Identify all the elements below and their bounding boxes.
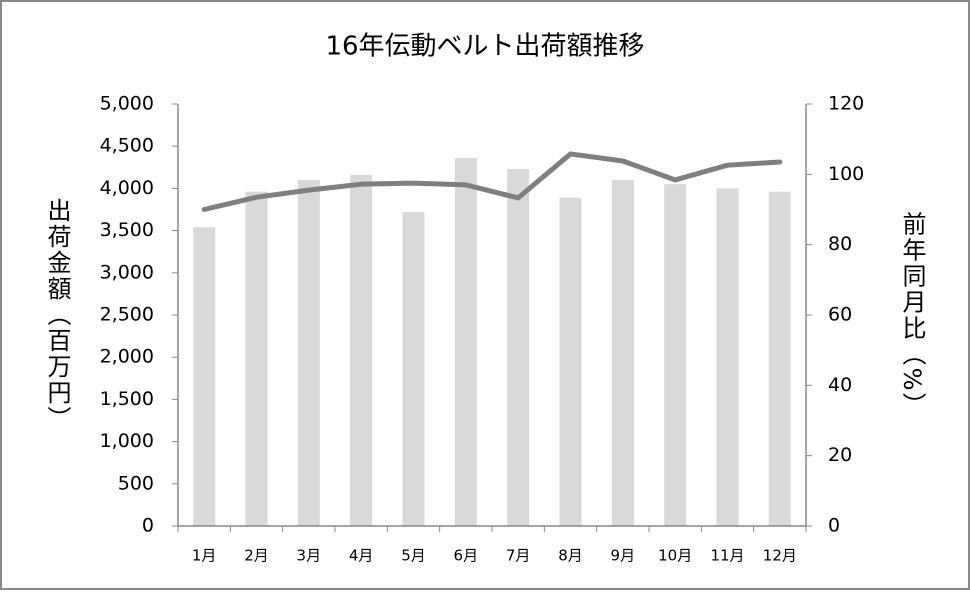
y-tick-label: 3,500 [100, 219, 154, 241]
y-tick-label: 1,000 [100, 430, 154, 452]
y2-tick-label: 80 [828, 233, 852, 255]
x-tick-label: 6月 [454, 547, 479, 565]
y-tick-label: 500 [118, 472, 154, 494]
y2-tick-label: 0 [828, 515, 840, 537]
x-tick-label: 9月 [611, 547, 636, 565]
x-tick-label: 8月 [558, 547, 583, 565]
x-tick-label: 12月 [763, 547, 797, 565]
bar [454, 158, 477, 527]
y-tick-label: 5,000 [100, 93, 154, 115]
bar [193, 227, 216, 526]
x-tick-label: 1月 [192, 547, 217, 565]
x-tick-label: 7月 [506, 547, 531, 565]
x-tick-label: 4月 [349, 547, 374, 565]
y2-tick-label: 120 [828, 93, 864, 115]
y-tick-label: 4,000 [100, 177, 154, 199]
y-axis-label: 出荷金額（百万円） [43, 198, 71, 432]
bar [611, 179, 634, 526]
bar [245, 191, 268, 526]
bar [716, 188, 739, 526]
bar [768, 191, 791, 526]
bar [507, 168, 530, 526]
y-tick-label: 1,500 [100, 388, 154, 410]
x-tick-label: 2月 [244, 547, 269, 565]
y-tick-label: 4,500 [100, 135, 154, 157]
line [201, 151, 783, 212]
y-tick-label: 0 [142, 515, 154, 537]
x-tick-label: 10月 [658, 547, 692, 565]
x-tick-label: 3月 [297, 547, 322, 565]
y2-tick-label: 60 [828, 304, 852, 326]
bar [664, 184, 687, 526]
bar [350, 174, 373, 526]
y-tick-label: 2,000 [100, 346, 154, 368]
x-tick-label: 11月 [710, 547, 744, 565]
y2-tick-label: 40 [828, 374, 852, 396]
y-tick-label: 3,000 [100, 261, 154, 283]
bar [402, 212, 425, 527]
y2-tick-label: 100 [828, 163, 864, 185]
y2-tick-label: 20 [828, 444, 852, 466]
bar [297, 179, 320, 526]
x-tick-label: 5月 [401, 547, 426, 565]
y2-axis-label: 前年同月比（%） [898, 212, 926, 419]
chart-title: 16年伝動ベルト出荷額推移 [325, 32, 644, 62]
y-tick-label: 2,500 [100, 304, 154, 326]
bar [559, 197, 582, 526]
